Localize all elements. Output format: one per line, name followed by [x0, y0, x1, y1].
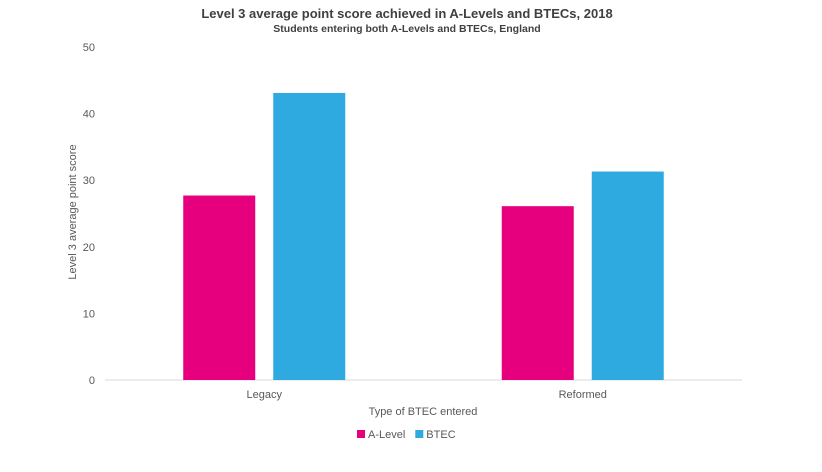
- bars: [183, 92, 664, 380]
- y-tick-label: 0: [89, 375, 95, 387]
- y-tick-label: 10: [83, 308, 95, 320]
- x-tick-label: Legacy: [247, 389, 283, 401]
- x-tick-label: Reformed: [559, 389, 607, 401]
- bar-btec-legacy: [273, 92, 346, 380]
- y-tick-label: 30: [83, 175, 95, 187]
- y-tick-label: 20: [83, 242, 95, 254]
- bar-a-level-legacy: [183, 195, 256, 380]
- y-axis-ticks: 0 10 20 30 40 50: [83, 42, 95, 387]
- legend-label: BTEC: [426, 429, 455, 441]
- legend-label: A-Level: [368, 429, 405, 441]
- legend-swatch: [415, 430, 424, 438]
- y-tick-label: 50: [83, 42, 95, 54]
- bar-a-level-reformed: [501, 206, 574, 380]
- y-axis-label: Level 3 average point score: [67, 144, 79, 279]
- chart-title: Level 3 average point score achieved in …: [201, 6, 612, 21]
- x-axis-ticks: Legacy Reformed: [247, 389, 607, 401]
- y-tick-label: 40: [83, 109, 95, 121]
- x-axis-label: Type of BTEC entered: [369, 406, 478, 418]
- bar-btec-reformed: [591, 171, 664, 380]
- legend-swatch: [357, 430, 365, 438]
- legend: A-Level BTEC: [357, 429, 456, 441]
- chart-subtitle: Students entering both A-Levels and BTEC…: [273, 23, 540, 35]
